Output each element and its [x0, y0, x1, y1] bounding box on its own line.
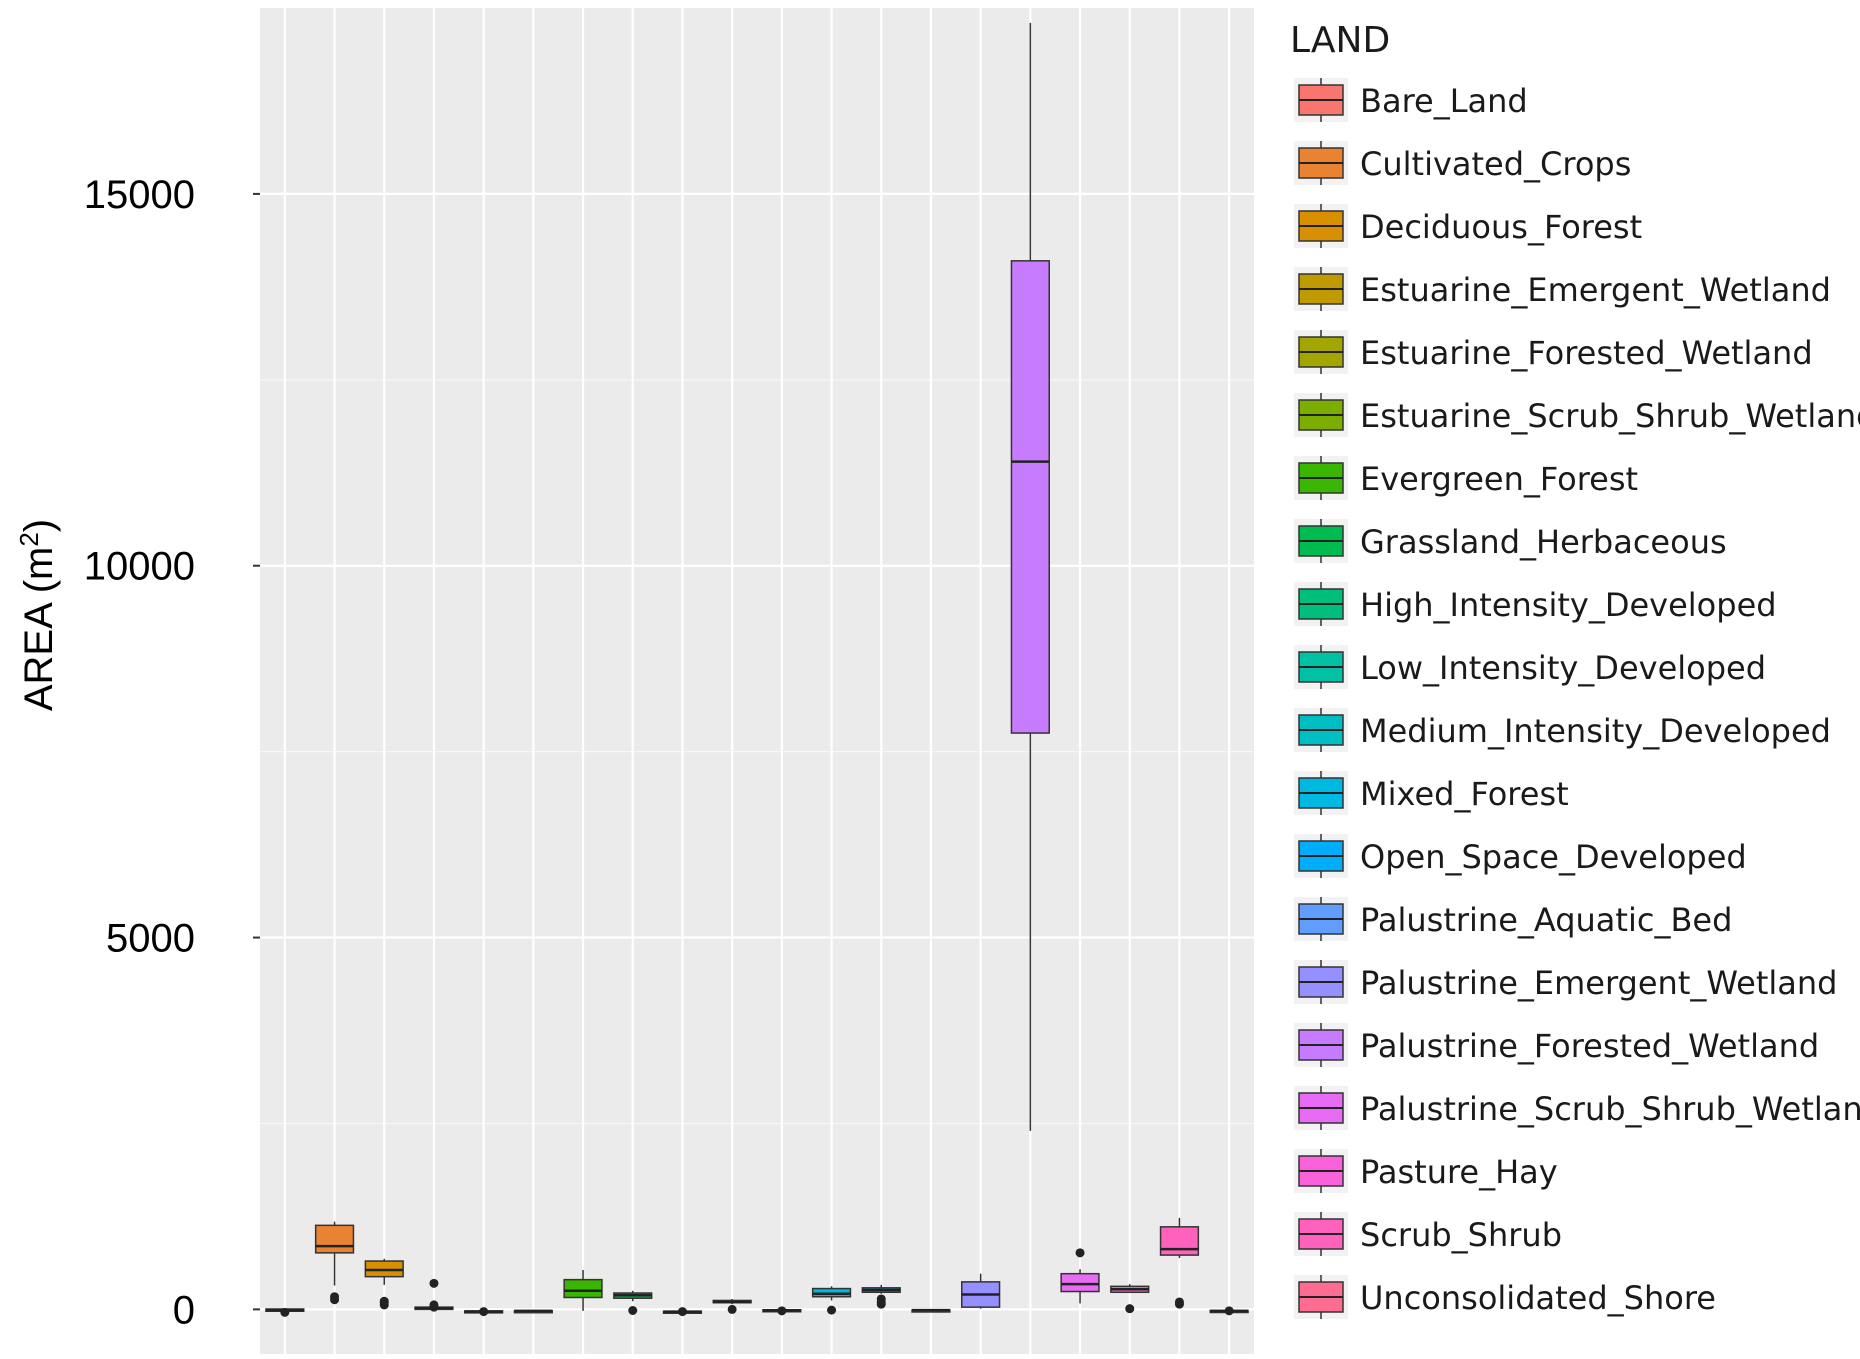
box-body — [1060, 1272, 1100, 1293]
outlier-point — [479, 1307, 489, 1317]
legend-label: High_Intensity_Developed — [1360, 586, 1777, 624]
box-mixed-forest — [811, 1286, 852, 1315]
legend-item-medium-intensity-developed: Medium_Intensity_Developed — [1294, 708, 1831, 752]
legend-item-estuarine-scrub-shrub-wetland: Estuarine_Scrub_Shrub_Wetland — [1294, 393, 1860, 437]
box-estuarine-scrub-shrub-wetland — [513, 1309, 553, 1314]
outlier-point — [777, 1306, 787, 1316]
legend-item-scrub-shrub: Scrub_Shrub — [1294, 1212, 1562, 1256]
legend-item-estuarine-forested-wetland: Estuarine_Forested_Wetland — [1294, 330, 1813, 374]
y-tick-label: 15000 — [84, 173, 195, 217]
outlier-point — [1224, 1306, 1234, 1316]
box-bare-land — [265, 1307, 305, 1317]
box-cultivated-crops — [314, 1221, 355, 1305]
legend-label: Cultivated_Crops — [1360, 145, 1631, 183]
box-evergreen-forest — [563, 1269, 603, 1311]
box-scrub-shrub — [1159, 1217, 1200, 1309]
legend-label: Grassland_Herbaceous — [1360, 523, 1727, 561]
box-palustrine-scrub-shrub-wetland — [1060, 1248, 1100, 1304]
legend-label: Estuarine_Scrub_Shrub_Wetland — [1360, 397, 1860, 435]
box-unconsolidated-shore — [1209, 1306, 1249, 1316]
legend-label: Estuarine_Forested_Wetland — [1360, 334, 1813, 372]
box-palustrine-emergent-wetland — [961, 1273, 1001, 1309]
legend-label: Bare_Land — [1360, 82, 1528, 120]
box-palustrine-forested-wetland — [1010, 22, 1050, 1131]
outlier-point — [330, 1292, 340, 1302]
box-medium-intensity-developed — [762, 1306, 802, 1316]
box-deciduous-forest — [364, 1258, 404, 1310]
legend-item-palustrine-aquatic-bed: Palustrine_Aquatic_Bed — [1294, 897, 1732, 941]
legend-item-open-space-developed: Open_Space_Developed — [1294, 834, 1747, 878]
outlier-point — [628, 1305, 638, 1315]
outlier-point — [827, 1305, 837, 1315]
box-estuarine-emergent-wetland — [414, 1278, 454, 1312]
y-tick-label: 10000 — [84, 545, 195, 589]
legend-label: Palustrine_Emergent_Wetland — [1360, 964, 1837, 1002]
y-axis: 0 5000 10000 15000 — [84, 173, 260, 1332]
y-tick-label: 5000 — [106, 917, 195, 961]
outlier-point — [280, 1307, 290, 1317]
y-axis-label: AREA (m2) — [14, 519, 61, 711]
legend-label: Medium_Intensity_Developed — [1360, 712, 1831, 750]
legend-label: Low_Intensity_Developed — [1360, 649, 1766, 687]
legend-label: Scrub_Shrub — [1360, 1216, 1562, 1254]
legend: LAND Bare_Land Cultivated_Crops Deciduous_… — [1290, 20, 1860, 1319]
legend-item-mixed-forest: Mixed_Forest — [1294, 771, 1569, 815]
legend-item-high-intensity-developed: High_Intensity_Developed — [1294, 582, 1777, 626]
legend-item-palustrine-scrub-shrub-wetland: Palustrine_Scrub_Shrub_Wetland — [1294, 1086, 1860, 1130]
box-body — [314, 1224, 355, 1254]
outlier-point — [1125, 1304, 1135, 1314]
boxes — [265, 22, 1249, 1317]
outlier-point — [379, 1296, 389, 1306]
legend-label: Estuarine_Emergent_Wetland — [1360, 271, 1831, 309]
box-low-intensity-developed — [712, 1298, 752, 1314]
legend-item-low-intensity-developed: Low_Intensity_Developed — [1294, 645, 1766, 689]
legend-label: Unconsolidated_Shore — [1360, 1279, 1716, 1317]
outlier-point — [876, 1294, 886, 1304]
legend-item-pasture-hay: Pasture_Hay — [1294, 1149, 1558, 1193]
legend-item-cultivated-crops: Cultivated_Crops — [1294, 141, 1631, 185]
outlier-point — [1075, 1248, 1085, 1258]
legend-label: Palustrine_Forested_Wetland — [1360, 1027, 1819, 1065]
legend-item-unconsolidated-shore: Unconsolidated_Shore — [1294, 1275, 1716, 1319]
legend-label: Evergreen_Forest — [1360, 460, 1638, 498]
legend-label: Pasture_Hay — [1360, 1153, 1558, 1191]
legend-label: Palustrine_Scrub_Shrub_Wetland — [1360, 1090, 1860, 1128]
box-open-space-developed — [861, 1284, 901, 1309]
legend-item-bare-land: Bare_Land — [1294, 78, 1528, 122]
legend-item-palustrine-emergent-wetland: Palustrine_Emergent_Wetland — [1294, 960, 1837, 1004]
outlier-point — [677, 1307, 687, 1317]
box-body — [1010, 260, 1050, 734]
legend-label: Deciduous_Forest — [1360, 208, 1642, 246]
box-palustrine-aquatic-bed — [911, 1308, 951, 1313]
y-tick-label: 0 — [173, 1288, 195, 1332]
outlier-point — [1174, 1297, 1184, 1307]
outlier-point — [429, 1278, 439, 1288]
box-grassland-herbaceous — [613, 1290, 653, 1315]
plot-panel — [260, 8, 1254, 1354]
legend-item-estuarine-emergent-wetland: Estuarine_Emergent_Wetland — [1294, 267, 1831, 311]
box-body — [1159, 1226, 1200, 1256]
legend-label: Mixed_Forest — [1360, 775, 1569, 813]
legend-item-deciduous-forest: Deciduous_Forest — [1294, 204, 1642, 248]
legend-item-evergreen-forest: Evergreen_Forest — [1294, 456, 1638, 500]
legend-item-grassland-herbaceous: Grassland_Herbaceous — [1294, 519, 1727, 563]
legend-item-palustrine-forested-wetland: Palustrine_Forested_Wetland — [1294, 1023, 1819, 1067]
legend-label: Open_Space_Developed — [1360, 838, 1747, 876]
legend-label: Palustrine_Aquatic_Bed — [1360, 901, 1732, 939]
box-high-intensity-developed — [662, 1307, 703, 1317]
legend-title: LAND — [1290, 20, 1390, 61]
box-body — [563, 1278, 603, 1299]
box-estuarine-forested-wetland — [464, 1307, 504, 1317]
outlier-point — [429, 1300, 439, 1310]
outlier-point — [727, 1304, 737, 1314]
box-pasture-hay — [1110, 1284, 1150, 1314]
